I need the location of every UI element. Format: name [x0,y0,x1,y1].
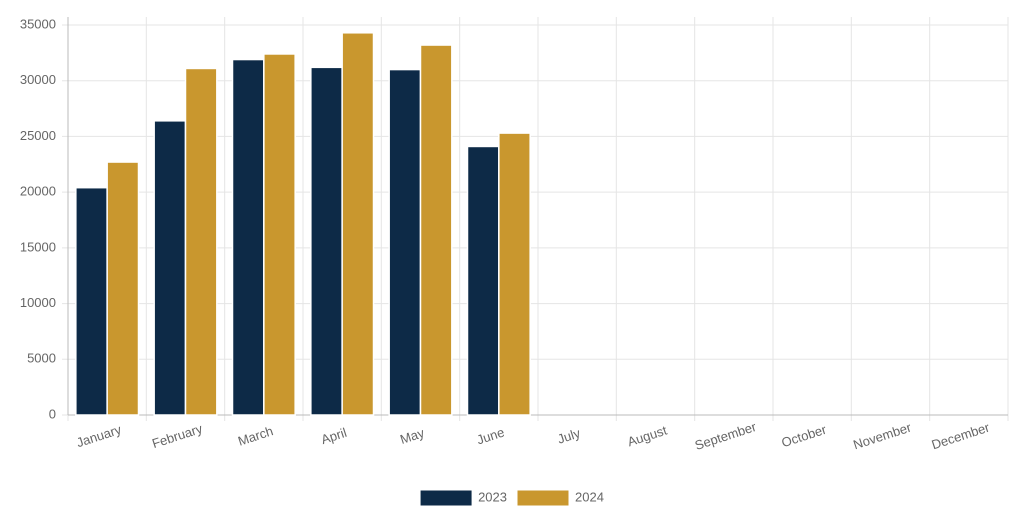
x-tick-label: April [319,425,348,447]
bar [466,145,500,416]
bar [263,53,296,416]
legend-item: 2023 [419,489,507,507]
y-tick-label: 30000 [20,72,56,87]
x-tick-label: March [236,423,275,448]
legend-swatch [516,489,570,507]
x-tick-label: December [930,419,992,452]
x-tick-label: May [398,425,426,447]
y-tick-label: 15000 [20,239,56,254]
bar [75,186,108,416]
y-tick-label: 20000 [20,184,56,199]
y-tick-label: 35000 [20,16,56,31]
legend-label: 2024 [575,489,604,504]
bar [498,132,531,416]
y-tick-label: 10000 [20,295,56,310]
legend-label: 2023 [478,489,507,504]
x-tick-label: July [556,425,583,447]
bar [184,67,218,416]
legend-item: 2024 [516,489,604,507]
y-tick-label: 25000 [20,128,56,143]
x-tick-label: October [780,422,829,451]
bar [310,66,343,416]
bar [388,68,422,416]
x-tick-label: September [693,419,759,453]
x-tick-label: January [75,422,124,451]
y-tick-label: 5000 [27,351,56,366]
bar [341,32,375,416]
bar [231,58,265,416]
bar [106,161,140,416]
y-tick-label: 0 [49,406,56,421]
bar [419,44,453,416]
bar [153,120,187,416]
x-tick-label: February [150,421,205,451]
legend-swatch [419,489,473,507]
x-tick-label: June [475,424,506,447]
x-tick-label: August [626,422,669,449]
x-tick-label: November [851,419,913,452]
